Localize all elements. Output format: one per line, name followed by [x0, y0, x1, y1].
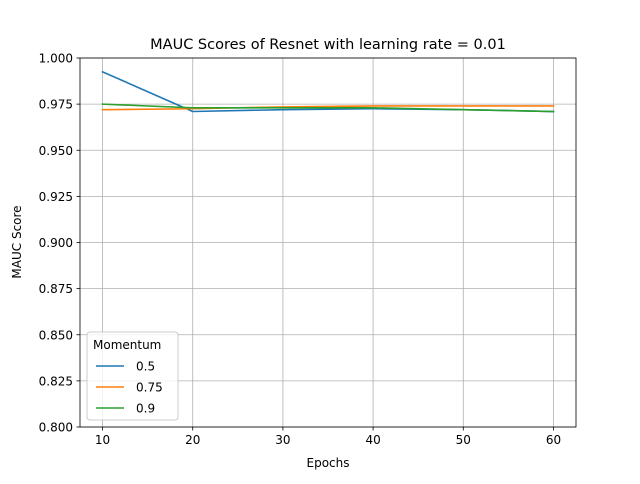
- legend-label: 0.5: [136, 360, 155, 374]
- y-axis-ticks: 0.800 0.825 0.850 0.875 0.900 0.925 0.950 0.975…: [39, 52, 80, 435]
- series-line-0-75: [101, 105, 555, 111]
- y-tick-label: 0.900: [39, 236, 73, 250]
- y-axis-label: MAUC Score: [10, 205, 24, 278]
- x-tick-label: 50: [456, 433, 471, 447]
- legend: Momentum 0.5 0.75 0.9: [86, 331, 179, 421]
- legend-label: 0.75: [136, 381, 163, 395]
- x-tick-label: 30: [275, 433, 290, 447]
- legend-label: 0.9: [136, 402, 155, 416]
- y-tick-label: 0.800: [39, 421, 73, 435]
- chart-title: MAUC Scores of Resnet with learning rate…: [150, 37, 506, 53]
- y-tick-label: 0.825: [39, 374, 73, 388]
- x-tick-label: 20: [185, 433, 200, 447]
- legend-box: [86, 331, 179, 421]
- y-tick-label: 0.925: [39, 190, 73, 204]
- y-tick-label: 0.850: [39, 328, 73, 342]
- series-line-0-9: [101, 103, 555, 113]
- legend-title: Momentum: [93, 338, 161, 352]
- x-tick-label: 60: [546, 433, 561, 447]
- y-tick-label: 0.950: [39, 144, 73, 158]
- y-tick-label: 0.975: [39, 98, 73, 112]
- x-tick-label: 10: [95, 433, 110, 447]
- grid-lines: [80, 57, 576, 428]
- legend-items: 0.5 0.75 0.9: [96, 360, 163, 416]
- y-tick-label: 1.000: [39, 52, 73, 66]
- x-axis-label: Epochs: [307, 456, 350, 470]
- x-tick-label: 40: [365, 433, 380, 447]
- x-axis-ticks: 10 20 30 40 50 60: [95, 427, 561, 447]
- series-lines: [101, 70, 555, 113]
- y-tick-label: 0.875: [39, 282, 73, 296]
